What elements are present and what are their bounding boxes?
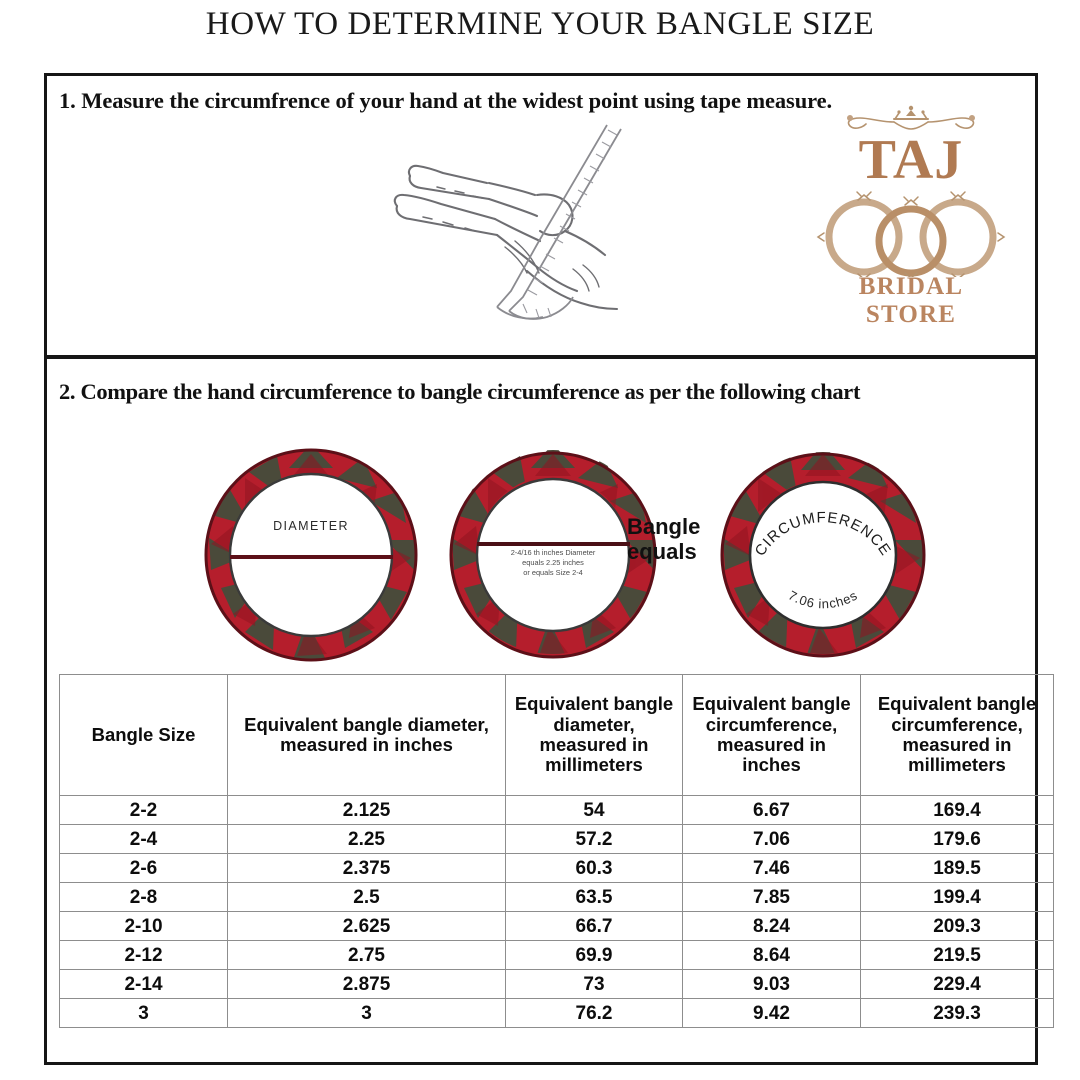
cell-circumference-mm: 209.3 — [860, 911, 1054, 941]
three-rings-icon — [811, 189, 1011, 278]
bangle-equals-line-1: Bangle — [627, 514, 701, 539]
table-row: 2-6 2.375 60.3 7.46 189.5 — [59, 853, 1054, 883]
brand-logo: TAJ — [811, 104, 1011, 329]
cell-diameter-mm: 73 — [505, 969, 683, 999]
bangle-equals-line-2: equals — [627, 539, 697, 565]
logo-tagline: BRIDAL STORE — [858, 273, 964, 329]
circumference-arc-value: 7.06 inches — [786, 587, 860, 611]
cell-bangle-size: 2-12 — [59, 940, 228, 970]
column-header-circumference-mm: Equivalent bangle circumference, measure… — [860, 674, 1054, 796]
table-row: 3 3 76.2 9.42 239.3 — [59, 998, 1054, 1028]
step-2-instruction: 2. Compare the hand circumference to ban… — [59, 379, 861, 404]
cell-circumference-mm: 179.6 — [860, 824, 1054, 854]
cell-diameter-mm: 76.2 — [505, 998, 683, 1028]
cell-circumference-inches: 7.85 — [682, 882, 861, 912]
table-row: 2-10 2.625 66.7 8.24 209.3 — [59, 911, 1054, 941]
section-compare-chart: 2. Compare the hand circumference to ban… — [47, 359, 1054, 1062]
logo-brand-name: TAJ — [858, 129, 964, 191]
hand-with-tape-measure-illustration — [377, 121, 627, 351]
cell-circumference-mm: 169.4 — [860, 795, 1054, 825]
cell-diameter-inches: 2.25 — [227, 824, 506, 854]
table-header-row: Bangle Size Equivalent bangle diameter, … — [59, 674, 1054, 796]
cell-diameter-inches: 3 — [227, 998, 506, 1028]
cell-circumference-mm: 239.3 — [860, 998, 1054, 1028]
note-line-3: or equals Size 2-4 — [523, 567, 583, 577]
cell-diameter-mm: 69.9 — [505, 940, 683, 970]
table-row: 2-12 2.75 69.9 8.64 219.5 — [59, 940, 1054, 970]
table-row: 2-8 2.5 63.5 7.85 199.4 — [59, 882, 1054, 912]
cell-diameter-inches: 2.5 — [227, 882, 506, 912]
note-line-2: equals 2.25 inches — [522, 557, 584, 567]
column-header-diameter-inches: Equivalent bangle diameter, measured in … — [227, 674, 506, 796]
cell-circumference-inches: 9.42 — [682, 998, 861, 1028]
cell-bangle-size: 3 — [59, 998, 228, 1028]
cell-diameter-mm: 57.2 — [505, 824, 683, 854]
section-measure-hand: 1. Measure the circumfrence of your hand… — [47, 76, 1035, 359]
cell-circumference-inches: 9.03 — [682, 969, 861, 999]
bangle-diagram-example: 2-4/16 th inches Diameter equals 2.25 in… — [442, 444, 664, 666]
cell-circumference-inches: 8.24 — [682, 911, 861, 941]
bangle-example-note: 2-4/16 th inches Diameter equals 2.25 in… — [468, 548, 638, 577]
column-header-diameter-mm: Equivalent bangle diameter, measured in … — [505, 674, 683, 796]
cell-diameter-inches: 2.625 — [227, 911, 506, 941]
cell-diameter-mm: 54 — [505, 795, 683, 825]
bangle-size-table: Bangle Size Equivalent bangle diameter, … — [59, 674, 1054, 1028]
bangle-diagram-circumference: CIRCUMFERENCE 7.06 inches — [712, 444, 934, 666]
cell-diameter-inches: 2.75 — [227, 940, 506, 970]
page-title: HOW TO DETERMINE YOUR BANGLE SIZE — [205, 6, 875, 42]
table-row: 2-14 2.875 73 9.03 229.4 — [59, 969, 1054, 999]
crown-flourish-icon — [811, 104, 1011, 138]
bangle-diagrams: DIAMETER — [47, 444, 1035, 669]
cell-diameter-inches: 2.125 — [227, 795, 506, 825]
cell-diameter-inches: 2.375 — [227, 853, 506, 883]
cell-diameter-mm: 66.7 — [505, 911, 683, 941]
cell-bangle-size: 2-10 — [59, 911, 228, 941]
step-1-instruction: 1. Measure the circumfrence of your hand… — [59, 88, 833, 113]
cell-circumference-mm: 219.5 — [860, 940, 1054, 970]
table-row: 2-4 2.25 57.2 7.06 179.6 — [59, 824, 1054, 854]
column-header-circumference-inches: Equivalent bangle circumference, measure… — [682, 674, 861, 796]
cell-diameter-mm: 63.5 — [505, 882, 683, 912]
cell-circumference-mm: 199.4 — [860, 882, 1054, 912]
column-header-bangle-size: Bangle Size — [59, 674, 228, 796]
cell-circumference-inches: 6.67 — [682, 795, 861, 825]
cell-diameter-mm: 60.3 — [505, 853, 683, 883]
cell-bangle-size: 2-2 — [59, 795, 228, 825]
note-line-1: 2-4/16 th inches Diameter — [510, 548, 596, 557]
cell-circumference-inches: 7.46 — [682, 853, 861, 883]
table-row: 2-2 2.125 54 6.67 169.4 — [59, 795, 1054, 825]
cell-bangle-size: 2-8 — [59, 882, 228, 912]
cell-circumference-mm: 229.4 — [860, 969, 1054, 999]
cell-circumference-mm: 189.5 — [860, 853, 1054, 883]
cell-bangle-size: 2-14 — [59, 969, 228, 999]
cell-circumference-inches: 8.64 — [682, 940, 861, 970]
svg-text:7.06 inches: 7.06 inches — [786, 587, 860, 611]
cell-bangle-size: 2-4 — [59, 824, 228, 854]
bangle-diagram-diameter: DIAMETER — [197, 444, 425, 666]
cell-diameter-inches: 2.875 — [227, 969, 506, 999]
cell-bangle-size: 2-6 — [59, 853, 228, 883]
chart-frame: 1. Measure the circumfrence of your hand… — [44, 73, 1054, 1065]
table-body: 2-2 2.125 54 6.67 169.4 2-4 2.25 57.2 7.… — [59, 795, 1054, 1028]
diameter-label: DIAMETER — [273, 519, 349, 533]
cell-circumference-inches: 7.06 — [682, 824, 861, 854]
bangle-equals-caption: Bangle equals — [627, 514, 719, 565]
